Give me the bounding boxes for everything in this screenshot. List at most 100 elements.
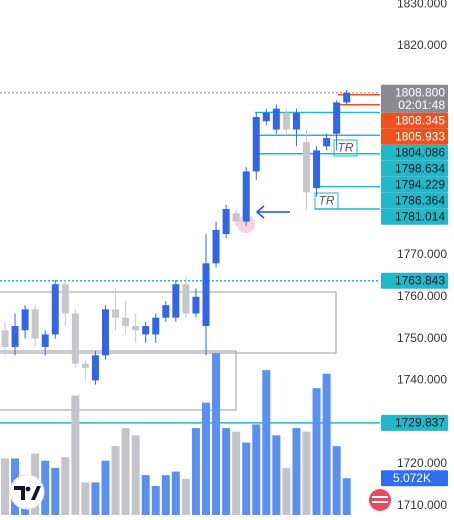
price-label-box <box>381 84 448 113</box>
y-tick-label: 1770.000 <box>397 247 447 261</box>
volume-bar <box>322 373 331 515</box>
tr-label: TR <box>319 194 335 208</box>
price-label: 1808.800 <box>395 85 445 99</box>
tr-label: TR <box>338 141 354 155</box>
volume-bar <box>222 428 231 515</box>
y-tick-label: 1820.000 <box>397 38 447 52</box>
candle-body <box>292 112 300 130</box>
candles <box>1 89 351 385</box>
candle-body <box>323 137 331 147</box>
price-label: 1729.837 <box>395 416 445 430</box>
candle-body <box>343 92 351 103</box>
volume-bar <box>1 458 9 515</box>
volume-bar <box>342 478 351 515</box>
candle-body <box>1 330 9 347</box>
candle-body <box>51 284 59 335</box>
price-label: 1808.345 <box>395 113 445 127</box>
volume-bar <box>202 402 210 515</box>
range-box <box>0 291 337 354</box>
volume-bar <box>41 460 50 515</box>
volume-bar <box>242 442 251 515</box>
candle-body <box>162 305 170 318</box>
candle-body <box>31 309 39 339</box>
arrow-head <box>255 205 265 219</box>
y-tick-label: 1740.000 <box>397 373 447 387</box>
candle-body <box>21 309 29 331</box>
price-label: 1763.843 <box>395 273 445 287</box>
countdown: 02:01:48 <box>398 98 445 112</box>
volume-bar <box>262 370 271 515</box>
price-label-box <box>381 160 448 177</box>
candle-body <box>272 108 280 130</box>
volume-bar <box>252 424 261 515</box>
candle-body <box>112 309 120 318</box>
logo-dot <box>25 486 31 492</box>
flag-stripes <box>372 496 388 503</box>
price-label: 1794.229 <box>395 177 445 191</box>
candle-body <box>262 112 270 122</box>
volume-bar <box>232 431 241 515</box>
candle-body <box>122 317 130 327</box>
candle-body <box>202 263 210 327</box>
candle-body <box>222 209 230 235</box>
flag-icon <box>369 489 391 511</box>
candle-body <box>132 326 140 331</box>
candle-body <box>232 213 240 222</box>
logo <box>9 474 45 510</box>
volume-bar <box>171 471 180 515</box>
volume-bar <box>151 486 160 515</box>
logo-mark <box>14 486 41 500</box>
volume-bar <box>71 395 80 515</box>
candle-body <box>172 284 180 318</box>
price-label: 1804.086 <box>395 145 445 159</box>
y-tick-label: 1830.000 <box>397 0 447 10</box>
volume-bar <box>61 457 70 515</box>
volume-bar <box>91 482 100 515</box>
volume-bar <box>131 435 140 515</box>
volume-label: 5.072K <box>393 471 431 485</box>
volume-bar <box>111 446 120 515</box>
candle-body <box>91 355 99 381</box>
candle-body <box>152 317 160 335</box>
candle-body <box>212 229 220 264</box>
price-label-box <box>381 128 448 145</box>
candle-body <box>102 309 109 356</box>
candle-body <box>41 334 49 347</box>
price-label-box <box>381 414 448 431</box>
candle-body <box>192 296 200 314</box>
candle-body <box>252 117 260 172</box>
y-tick-label: 1710.000 <box>397 498 447 512</box>
volume-bar <box>282 467 291 515</box>
price-label-box <box>381 144 448 161</box>
price-label: 1781.014 <box>395 209 445 223</box>
volume-bar <box>181 478 190 515</box>
range-box <box>0 350 237 411</box>
volume-bar <box>81 482 90 515</box>
volume-bar <box>212 353 221 515</box>
volume-bar <box>292 428 301 515</box>
candle-body <box>313 150 321 189</box>
candle-body <box>11 326 19 347</box>
price-label-box <box>381 112 448 129</box>
candle-body <box>333 102 341 134</box>
volume-bar <box>121 428 130 515</box>
candle-body <box>61 284 69 314</box>
volume-bar <box>141 475 150 515</box>
volume-bar <box>161 475 170 515</box>
candle-body <box>282 112 290 130</box>
volume-bar <box>51 467 60 515</box>
volume-bar <box>101 460 110 515</box>
price-label-box <box>381 192 448 209</box>
candle-body <box>303 142 310 193</box>
volume-bar <box>312 388 321 515</box>
volume-label-box <box>381 470 448 487</box>
price-label-box <box>381 272 448 289</box>
candle-body <box>182 284 190 314</box>
price-label: 1805.933 <box>395 129 445 143</box>
price-label-box <box>381 176 448 193</box>
y-tick-label: 1760.000 <box>397 289 447 303</box>
tr-box <box>333 139 358 157</box>
y-tick-label: 1720.000 <box>397 456 447 470</box>
